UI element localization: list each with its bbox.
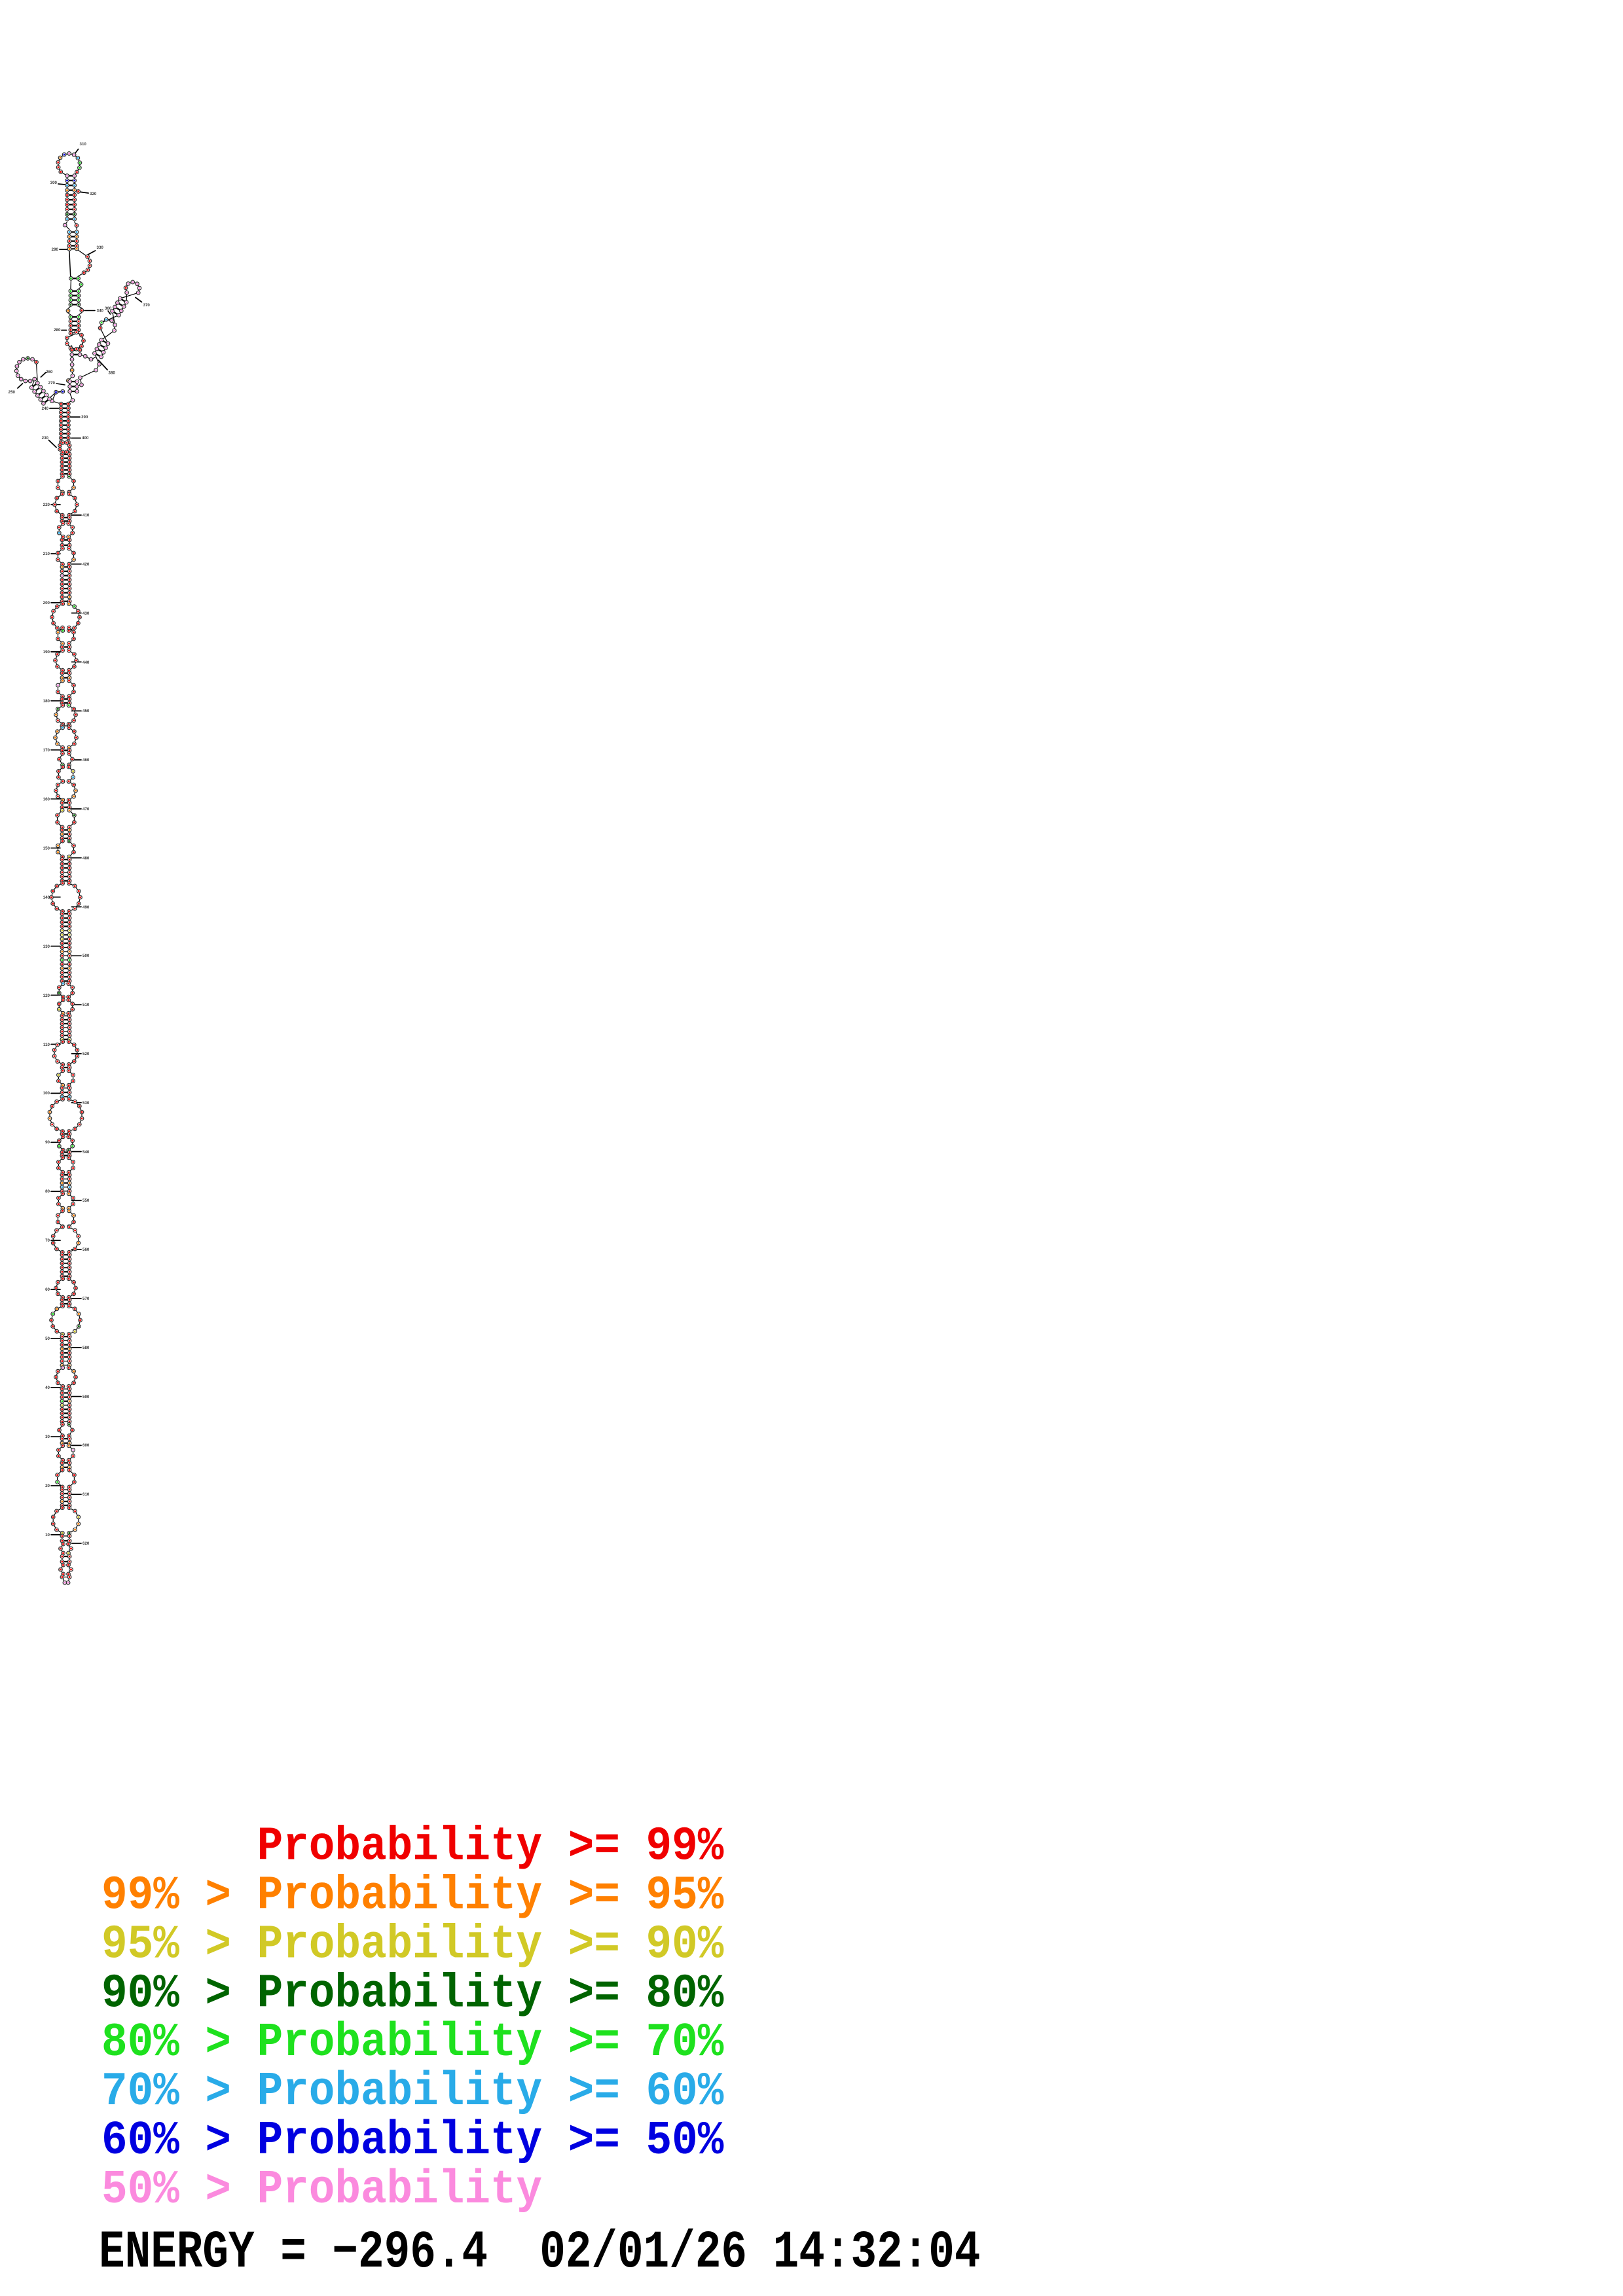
- svg-text:50: 50: [45, 1336, 50, 1341]
- svg-text:600: 600: [82, 1443, 90, 1448]
- svg-text:110: 110: [43, 1043, 50, 1047]
- svg-text:530: 530: [82, 1101, 90, 1105]
- svg-text:70% > Probability >= 60%: 70% > Probability >= 60%: [101, 2065, 724, 2119]
- svg-text:570: 570: [82, 1297, 90, 1301]
- svg-text:60: 60: [45, 1287, 50, 1292]
- svg-text:300: 300: [50, 181, 58, 185]
- svg-text:370: 370: [143, 303, 151, 308]
- svg-text:Probability >= 99%: Probability >= 99%: [257, 1820, 724, 1873]
- svg-text:99% > Probability >= 95%: 99% > Probability >= 95%: [101, 1869, 724, 1922]
- svg-text:560: 560: [82, 1247, 90, 1252]
- svg-text:460: 460: [82, 758, 90, 762]
- svg-text:420: 420: [82, 562, 90, 567]
- svg-text:580: 580: [82, 1346, 90, 1350]
- svg-text:210: 210: [43, 552, 50, 556]
- svg-text:520: 520: [82, 1052, 90, 1056]
- svg-text:360: 360: [105, 306, 112, 311]
- svg-text:620: 620: [82, 1541, 90, 1546]
- svg-text:260: 260: [46, 370, 53, 374]
- svg-text:390: 390: [81, 415, 88, 420]
- svg-text:160: 160: [43, 797, 50, 802]
- svg-text:440: 440: [82, 660, 90, 665]
- svg-text:140: 140: [43, 895, 50, 900]
- svg-text:220: 220: [43, 503, 50, 507]
- svg-text:70: 70: [45, 1238, 50, 1243]
- svg-text:80% > Probability >= 70%: 80% > Probability >= 70%: [101, 2016, 724, 2070]
- svg-text:80: 80: [45, 1189, 50, 1194]
- svg-text:270: 270: [48, 381, 56, 386]
- svg-text:490: 490: [82, 905, 90, 910]
- svg-text:410: 410: [82, 513, 90, 518]
- svg-text:100: 100: [43, 1091, 50, 1096]
- svg-text:450: 450: [82, 709, 90, 713]
- svg-text:510: 510: [82, 1003, 90, 1007]
- svg-text:240: 240: [42, 406, 49, 411]
- svg-text:480: 480: [82, 856, 90, 861]
- svg-text:230: 230: [42, 436, 49, 440]
- svg-text:170: 170: [43, 748, 50, 753]
- svg-text:430: 430: [82, 611, 90, 616]
- svg-text:290: 290: [52, 247, 59, 252]
- svg-text:470: 470: [82, 807, 90, 812]
- svg-text:330: 330: [97, 245, 104, 250]
- svg-text:ENERGY = −296.4 02/01/26 14:3: ENERGY = −296.4 02/01/26 14:32:04: [99, 2223, 980, 2283]
- svg-text:310: 310: [80, 142, 87, 147]
- svg-text:50% > Probability: 50% > Probability: [101, 2162, 542, 2216]
- svg-text:95% > Probability >= 90%: 95% > Probability >= 90%: [101, 1918, 724, 1971]
- svg-text:10: 10: [45, 1533, 50, 1537]
- svg-text:250: 250: [9, 390, 16, 395]
- svg-text:610: 610: [82, 1492, 90, 1497]
- svg-text:550: 550: [82, 1198, 90, 1203]
- svg-text:540: 540: [82, 1150, 90, 1155]
- svg-text:190: 190: [43, 650, 50, 655]
- svg-text:280: 280: [54, 328, 61, 332]
- svg-text:130: 130: [43, 944, 50, 949]
- svg-text:590: 590: [82, 1395, 90, 1399]
- svg-text:200: 200: [43, 601, 50, 605]
- svg-text:340: 340: [97, 309, 104, 314]
- svg-text:380: 380: [109, 371, 116, 376]
- svg-text:20: 20: [45, 1484, 50, 1488]
- svg-text:400: 400: [82, 436, 89, 440]
- svg-text:180: 180: [43, 699, 50, 704]
- svg-text:320: 320: [90, 192, 97, 196]
- svg-text:30: 30: [45, 1435, 50, 1439]
- svg-text:90: 90: [45, 1140, 50, 1145]
- svg-text:120: 120: [43, 994, 50, 998]
- svg-text:60% > Probability >= 50%: 60% > Probability >= 50%: [101, 2113, 724, 2167]
- svg-text:90% > Probability >= 80%: 90% > Probability >= 80%: [101, 1967, 724, 2020]
- svg-text:500: 500: [82, 954, 90, 958]
- svg-text:40: 40: [45, 1386, 50, 1390]
- svg-text:150: 150: [43, 846, 50, 851]
